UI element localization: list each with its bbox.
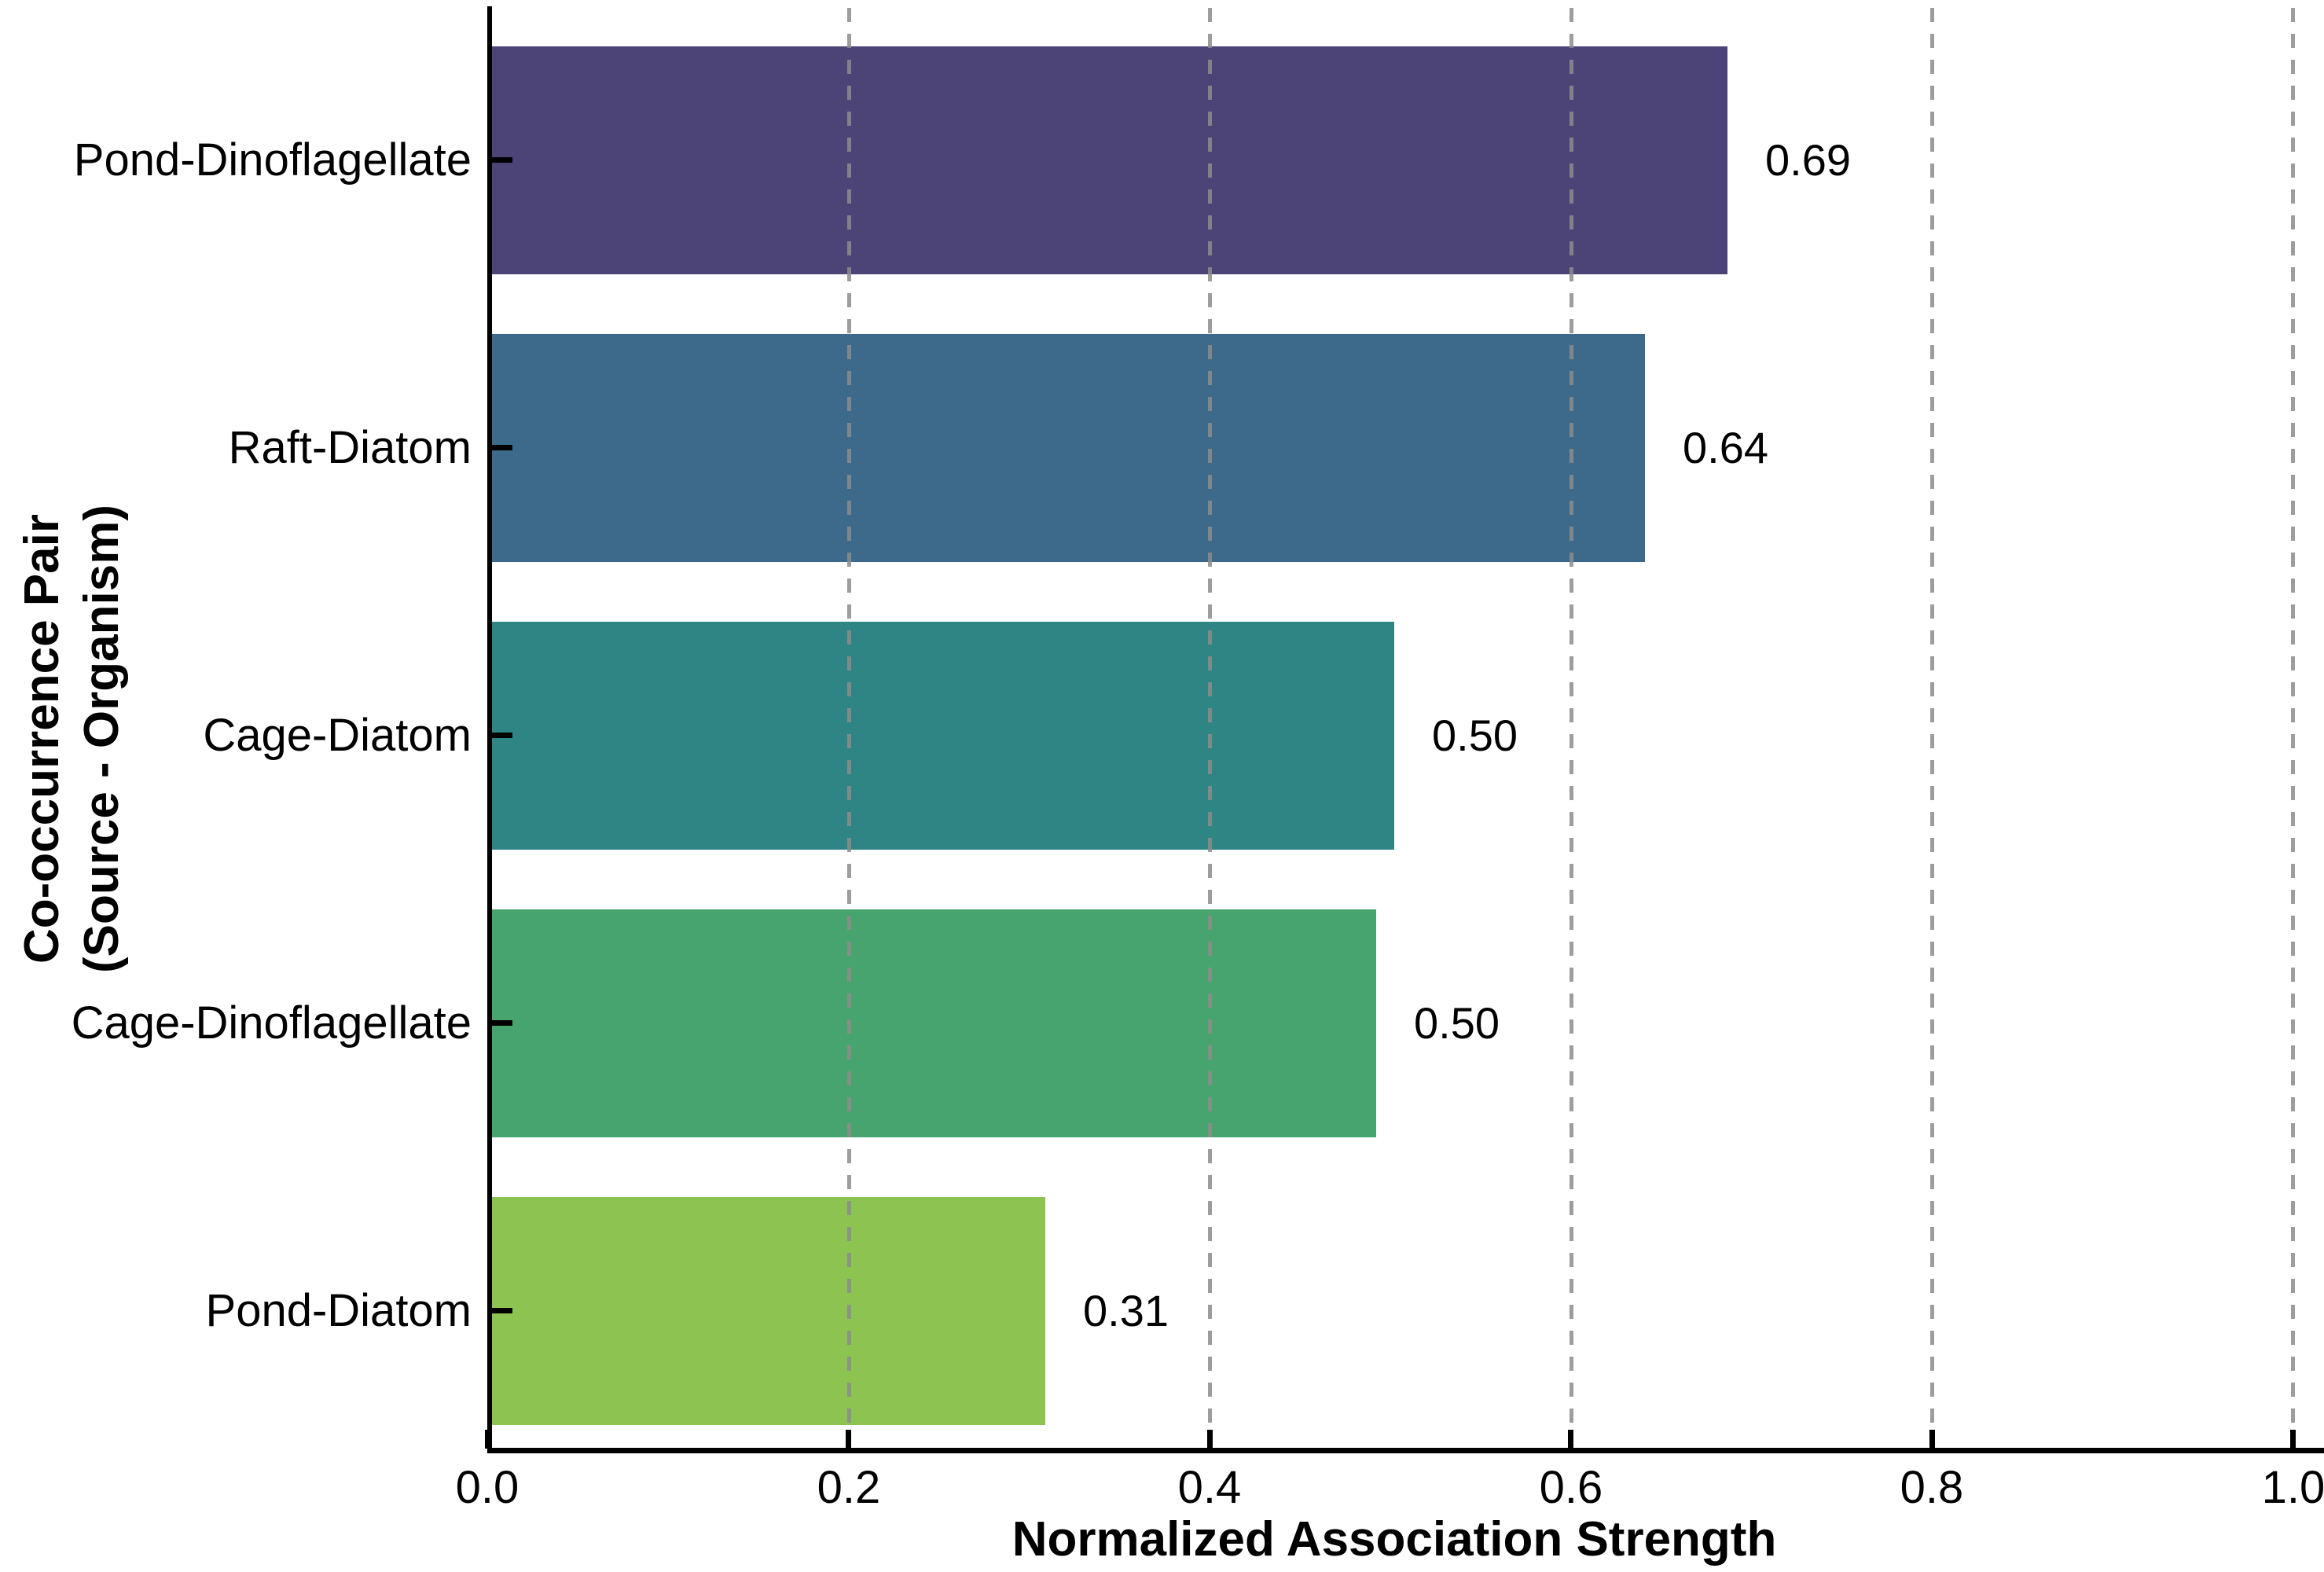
x-tick-mark [1568,1430,1573,1449]
category-label: Cage-Diatom [203,710,472,761]
category-label: Pond-Diatom [205,1285,472,1336]
value-label: 0.64 [1683,423,1768,472]
y-axis-title-line2: (Source - Organism) [75,505,129,973]
x-axis-spine [487,1448,2324,1453]
bar-pond-diatom [492,1197,1045,1425]
bar-cage-diatom [492,622,1394,850]
bar-pond-dinoflagellate [492,46,1727,274]
y-tick-mark [492,157,512,163]
x-tick-label: 0.4 [1177,1462,1242,1513]
value-label: 0.50 [1432,711,1518,760]
gridline-0.6 [1570,8,1573,1448]
gridline-0.8 [1930,8,1934,1448]
gridline-0.2 [847,8,851,1448]
category-label: Pond-Dinoflagellate [73,134,472,185]
y-tick-mark [492,1308,512,1313]
category-label: Raft-Diatom [228,422,472,473]
y-axis-spine [487,6,492,1453]
x-tick-label: 0.2 [817,1462,881,1513]
y-axis-title: Co-occurrence Pair (Source - Organism) [13,505,132,973]
y-tick-mark [492,445,512,450]
value-label: 0.69 [1765,135,1851,185]
gridline-1.0 [2291,8,2295,1448]
x-tick-mark [1929,1430,1935,1449]
gridline-0.4 [1208,8,1212,1448]
bar-raft-diatom [492,334,1645,562]
value-label: 0.50 [1414,998,1500,1048]
x-tick-mark [846,1430,851,1449]
category-label: Cage-Dinoflagellate [71,997,472,1049]
x-tick-label: 1.0 [2261,1462,2324,1513]
y-tick-mark [492,1020,512,1026]
y-axis-title-line1: Co-occurrence Pair [15,514,69,964]
x-tick-mark [485,1430,490,1449]
x-tick-label: 0.6 [1539,1462,1603,1513]
bar-cage-dinoflagellate [492,909,1376,1137]
x-axis-title: Normalized Association Strength [1011,1512,1777,1566]
x-tick-label: 0.0 [455,1462,520,1513]
x-tick-label: 0.8 [1900,1462,1964,1513]
x-tick-mark [1207,1430,1213,1449]
value-label: 0.31 [1083,1286,1169,1335]
y-tick-mark [492,733,512,738]
x-tick-mark [2290,1430,2296,1449]
